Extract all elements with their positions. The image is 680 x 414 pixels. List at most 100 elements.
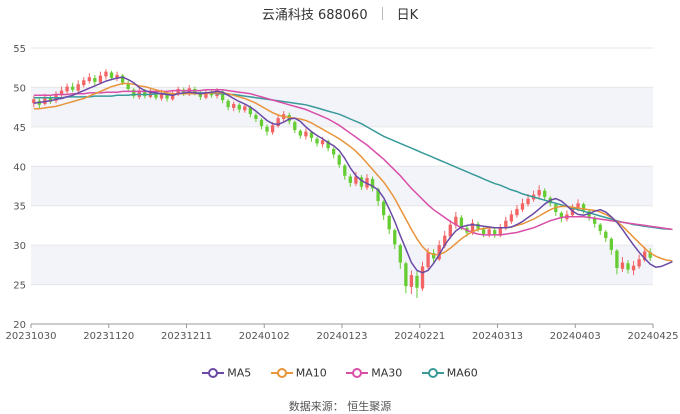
data-source: 数据来源： 恒生聚源 — [288, 400, 392, 413]
candle-body — [243, 106, 247, 111]
y-tick-label: 55 — [13, 44, 26, 55]
candle-body — [187, 88, 191, 95]
candle-body — [270, 125, 275, 133]
legend-marker-ma10 — [270, 368, 293, 378]
candle-body — [165, 93, 169, 99]
candle-body — [498, 227, 502, 236]
legend-label-ma5: MA5 — [227, 366, 252, 380]
candle-body — [470, 223, 475, 234]
candle-body — [209, 92, 214, 96]
candle-body — [76, 84, 80, 91]
candle-body — [493, 230, 497, 235]
candle-body — [170, 93, 175, 100]
candle-body — [82, 80, 86, 86]
y-tick-label: 30 — [13, 241, 26, 252]
candle-body — [143, 91, 147, 97]
candle-body — [332, 148, 336, 155]
candle-body — [381, 201, 386, 216]
candle-body — [87, 77, 91, 82]
legend-marker-ma30 — [346, 368, 369, 378]
candle-body — [387, 215, 391, 230]
candle-body — [326, 141, 330, 149]
ma5-line — [33, 76, 673, 274]
candle-body — [120, 75, 125, 83]
legend-label-ma60: MA60 — [446, 366, 478, 380]
candle-body — [593, 217, 597, 224]
candle-body — [454, 216, 458, 226]
candle-body — [109, 72, 114, 78]
candle-body — [293, 122, 297, 131]
candle-body — [259, 119, 264, 127]
candle-body — [537, 189, 541, 196]
candle-body — [337, 155, 341, 165]
y-tick-label: 35 — [13, 202, 26, 213]
candle-body — [398, 245, 402, 263]
candle-body — [370, 178, 375, 189]
candle-body — [415, 275, 419, 288]
candle-body — [220, 91, 225, 101]
candle-body — [526, 198, 530, 205]
x-tick-label: 20231120 — [83, 331, 134, 342]
candle-body — [304, 131, 308, 137]
y-tick-label: 20 — [13, 320, 26, 331]
candle-body — [426, 252, 430, 268]
candle-body — [182, 89, 186, 94]
candle-body — [476, 223, 480, 229]
candle-body — [609, 238, 614, 250]
candle-body — [515, 208, 519, 216]
legend-item-ma60[interactable]: MA60 — [421, 366, 478, 380]
candle-body — [437, 245, 441, 260]
candle-body — [137, 90, 141, 97]
candle-body — [581, 204, 586, 211]
candle-body — [543, 190, 547, 198]
candle-body — [115, 74, 119, 79]
x-tick-label: 20240425 — [628, 331, 679, 342]
candle-body — [70, 86, 75, 90]
candle-body — [104, 71, 108, 77]
candle-body — [643, 251, 647, 261]
candle-body — [376, 189, 380, 201]
legend: MA5 MA10 MA30 MA60 — [0, 366, 680, 380]
candle-body — [448, 224, 452, 237]
candle-body — [287, 115, 291, 122]
candle-body — [431, 253, 436, 259]
x-tick-label: 20240313 — [472, 331, 523, 342]
candle-body — [276, 118, 280, 127]
candle-body — [32, 99, 36, 104]
candle-body — [93, 77, 97, 82]
candle-body — [248, 107, 253, 115]
legend-label-ma10: MA10 — [295, 366, 327, 380]
x-tick-label: 20240221 — [394, 331, 445, 342]
legend-marker-ma5 — [202, 368, 225, 378]
candle-body — [637, 259, 641, 267]
candle-body — [487, 229, 491, 235]
candle-body — [481, 229, 486, 235]
candle-body — [559, 212, 564, 219]
legend-item-ma30[interactable]: MA30 — [346, 366, 402, 380]
candle-body — [409, 275, 414, 287]
grid-band — [31, 245, 653, 285]
candle-body — [226, 100, 230, 108]
candle-body — [298, 130, 303, 136]
y-tick-label: 40 — [13, 162, 26, 173]
y-tick-label: 45 — [13, 123, 26, 134]
candle-body — [126, 83, 130, 90]
grid-band — [31, 87, 653, 127]
chart-title: 云涌科技 688060 日K — [0, 4, 680, 24]
legend-item-ma10[interactable]: MA10 — [270, 366, 327, 380]
candle-body — [393, 230, 397, 245]
stock-name: 云涌科技 688060 — [261, 8, 368, 23]
candle-body — [254, 115, 258, 119]
candle-body — [620, 262, 625, 269]
candle-body — [504, 220, 508, 228]
candle-body — [154, 92, 158, 98]
candle-body — [343, 165, 347, 176]
legend-item-ma5[interactable]: MA5 — [202, 366, 251, 380]
candle-body — [648, 252, 652, 258]
candle-body — [598, 224, 602, 231]
candle-body — [59, 90, 64, 96]
ma30-line — [33, 89, 673, 236]
candle-body — [176, 89, 180, 95]
candle-body — [359, 177, 364, 187]
x-tick-label: 20231030 — [6, 331, 57, 342]
